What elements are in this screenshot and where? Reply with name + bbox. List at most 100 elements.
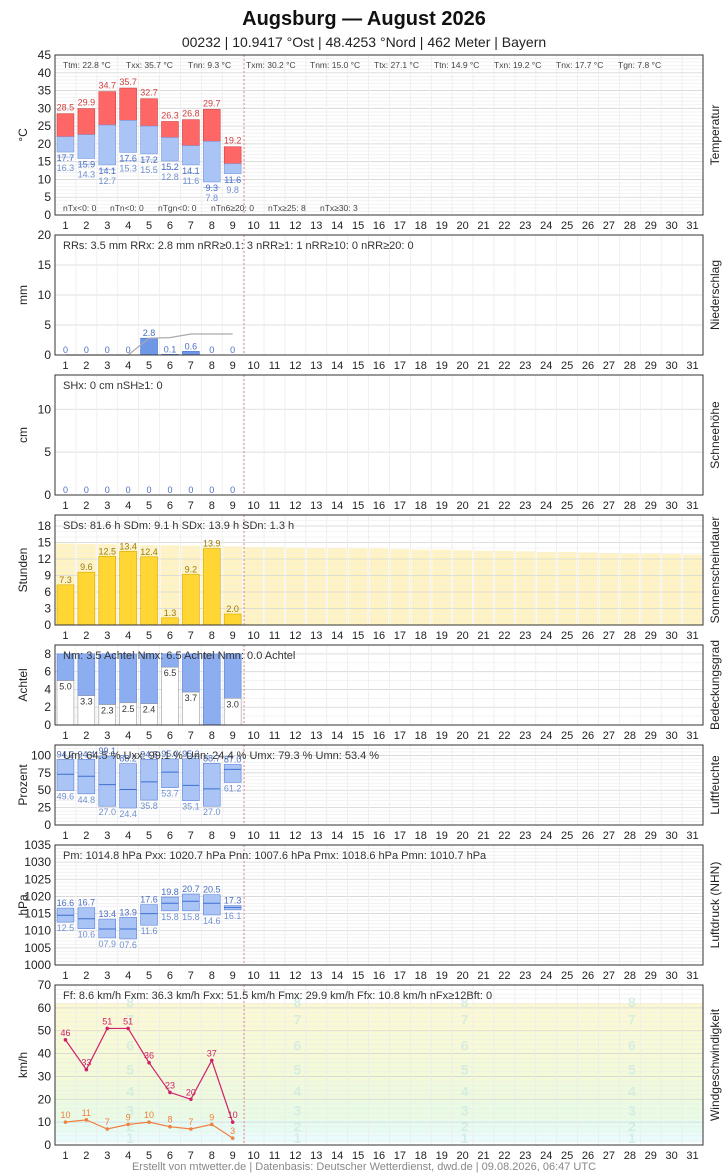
snow-xtick-label: 17	[394, 500, 406, 512]
temperature-count-stat: nTx≥25: 8	[268, 203, 306, 213]
wind-beaufort-label: 5	[126, 1062, 134, 1078]
pressure-side-label: Luftdruck (NHN)	[708, 862, 722, 949]
temperature-xtick-label: 21	[477, 220, 489, 232]
sunshine-xtick-label: 8	[209, 630, 215, 642]
precip-xtick-label: 27	[603, 360, 615, 372]
humidity-xtick-label: 20	[456, 830, 468, 842]
cloud-xtick-label: 18	[415, 730, 427, 742]
sunshine-bar	[77, 571, 96, 626]
wind-beaufort-band	[55, 1081, 703, 1102]
wind-beaufort-label: 5	[293, 1062, 301, 1078]
snow-xtick-label: 13	[310, 500, 322, 512]
snow-xtick-label: 1	[62, 500, 68, 512]
sunshine-xtick-label: 5	[146, 630, 152, 642]
pressure-xtick-label: 30	[666, 970, 678, 982]
sunshine-ytick-label: 15	[38, 536, 52, 550]
wind-beaufort-label: 6	[293, 1038, 301, 1054]
humidity-max-label: 94.4	[78, 749, 96, 759]
wind-beaufort-label: 3	[461, 1103, 469, 1119]
snow-xtick-label: 9	[230, 500, 236, 512]
sunshine-xtick-label: 29	[645, 630, 657, 642]
wind-series-label: 3	[230, 1126, 235, 1136]
precip-xtick-label: 23	[519, 360, 531, 372]
tmin-bar	[98, 124, 117, 166]
snow-xtick-label: 7	[188, 500, 194, 512]
snow-xtick-label: 31	[686, 500, 698, 512]
pressure-min-label: 14.6	[203, 916, 221, 926]
humidity-min-label: 49.6	[57, 791, 75, 801]
precip-label: 0	[126, 345, 131, 355]
wind-ylabel: km/h	[16, 1052, 30, 1078]
cloud-xtick-label: 23	[519, 730, 531, 742]
precip-xtick-label: 4	[125, 360, 131, 372]
humidity-xtick-label: 28	[624, 830, 636, 842]
humidity-max-label: 95.2	[182, 749, 200, 759]
snow-label: 0	[167, 485, 172, 495]
humidity-xtick-label: 2	[83, 830, 89, 842]
humidity-xtick-label: 24	[540, 830, 552, 842]
pressure-xtick-label: 2	[83, 970, 89, 982]
sunshine-ytick-label: 9	[44, 569, 51, 583]
precip-xtick-label: 25	[561, 360, 573, 372]
pressure-max-label: 16.6	[57, 898, 75, 908]
wind-series-point	[209, 1058, 214, 1063]
temperature-ytick-label: 15	[38, 155, 52, 169]
wind-series-label: 10	[144, 1110, 154, 1120]
snow-stats: SHx: 0 cm nSH≥1: 0	[63, 380, 163, 392]
tmin-label: 9.3	[206, 183, 219, 193]
pressure-xtick-label: 20	[456, 970, 468, 982]
temperature-xtick-label: 20	[456, 220, 468, 232]
humidity-range-bar	[119, 763, 137, 809]
wind-series-point	[105, 1026, 110, 1031]
snow-xtick-label: 21	[477, 500, 489, 512]
humidity-xtick-label: 18	[415, 830, 427, 842]
sunshine-plot-frame	[54, 514, 704, 626]
temperature-xtick-label: 3	[104, 220, 110, 232]
temperature-stat: Txn: 19.2 °C	[494, 60, 541, 70]
cloud-stats: Nm: 3.5 Achtel Nmx: 6.5 Achtel Nmn: 0.0 …	[63, 650, 295, 662]
pressure-xtick-label: 29	[645, 970, 657, 982]
pressure-min-label: 15.8	[182, 912, 200, 922]
humidity-ytick-label: 100	[31, 748, 51, 762]
snow-xtick-label: 16	[373, 500, 385, 512]
wind-beaufort-label: 5	[461, 1062, 469, 1078]
precip-xtick-label: 24	[540, 360, 552, 372]
pressure-xtick-label: 11	[269, 970, 280, 982]
sunshine-xtick-label: 12	[289, 630, 301, 642]
cloud-xtick-label: 31	[686, 730, 698, 742]
humidity-max-label: 99.1	[98, 746, 116, 756]
tmax-bar	[223, 146, 242, 165]
sunshine-xtick-label: 7	[188, 630, 194, 642]
pressure-xtick-label: 3	[104, 970, 110, 982]
sunshine-possible-bar	[494, 550, 514, 625]
sunshine-xtick-label: 27	[603, 630, 615, 642]
temperature-stat: Tnn: 9.3 °C	[188, 60, 231, 70]
sunshine-label: 9.6	[80, 562, 93, 572]
sunshine-possible-bar	[683, 554, 702, 625]
sunshine-xtick-label: 28	[624, 630, 636, 642]
precip-xtick-label: 18	[415, 360, 427, 372]
temperature-stat: Ttx: 27.1 °C	[374, 60, 419, 70]
tground-label: 12.7	[98, 176, 116, 186]
wind-beaufort-label: 1	[461, 1130, 469, 1146]
temperature-stat: Ttm: 22.8 °C	[63, 60, 111, 70]
snow-xtick-label: 11	[269, 500, 280, 512]
cloud-label: 2.3	[101, 706, 114, 716]
humidity-range-bar	[161, 758, 179, 788]
wind-beaufort-label: 4	[628, 1083, 636, 1099]
wind-series-point	[147, 1060, 151, 1065]
pressure-xtick-label: 25	[561, 970, 573, 982]
precip-xtick-label: 30	[666, 360, 678, 372]
sunshine-possible-bar	[160, 545, 180, 625]
wind-plot-frame	[54, 984, 704, 1146]
precip-label: 2.8	[143, 328, 156, 338]
tmax-bar	[56, 113, 75, 138]
sunshine-possible-bar	[599, 552, 619, 625]
humidity-max-label: 94.2	[57, 749, 75, 759]
wind-xtick-label: 29	[645, 1150, 657, 1162]
temperature-ylabel: °C	[16, 128, 30, 142]
humidity-xtick-label: 12	[289, 830, 301, 842]
humidity-xtick-label: 30	[666, 830, 678, 842]
humidity-min-label: 35.1	[182, 802, 200, 812]
cloud-xtick-label: 21	[477, 730, 489, 742]
